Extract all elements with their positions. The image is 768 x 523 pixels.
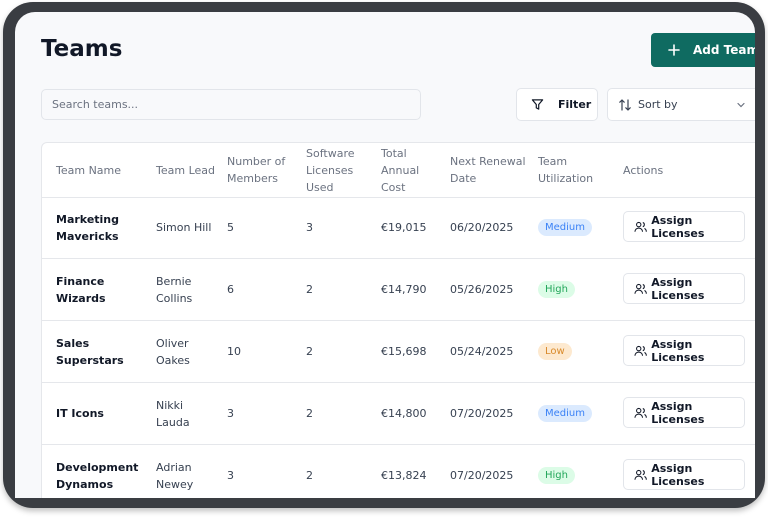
renewal-cell: 07/20/2025 [450,469,514,482]
team-lead-cell: Adrian Newey [156,460,194,491]
chevron-down-icon [737,102,745,108]
add-team-button[interactable]: Add Team [651,33,755,67]
team-name-cell: Development Dynamos [56,460,139,491]
table-row: Marketing Mavericks Simon Hill 5 3 €19,0… [42,197,755,259]
team-lead-cell: Nikki Lauda [156,398,190,429]
table-row: Finance Wizards Bernie Collins 6 2 €14,7… [42,259,755,321]
members-cell: 3 [227,469,234,482]
renewal-cell: 07/20/2025 [450,407,514,420]
cost-cell: €15,698 [381,345,427,358]
assign-licenses-button[interactable]: Assign Licenses [623,397,745,428]
renewal-cell: 06/20/2025 [450,221,514,234]
search-teams-input[interactable] [41,89,421,120]
renewal-cell: 05/24/2025 [450,345,514,358]
sort-by-label: Sort by [638,98,678,111]
users-icon [634,469,647,480]
team-lead-cell: Bernie Collins [156,274,193,305]
assign-licenses-label: Assign Licenses [651,399,705,426]
sort-arrows-icon [619,98,631,111]
teams-table: Team Name Team Lead Number of Members So… [41,142,755,498]
team-name-cell: Finance Wizards [56,274,106,305]
licenses-cell: 2 [306,345,313,358]
utilization-cell: High [538,259,618,320]
column-header-team-lead[interactable]: Team Lead [156,163,215,177]
licenses-cell: 2 [306,283,313,296]
members-cell: 5 [227,221,234,234]
users-icon [634,407,647,418]
licenses-cell: 3 [306,221,313,234]
table-row: IT Icons Nikki Lauda 3 2 €14,800 07/20/2… [42,383,755,445]
members-cell: 10 [227,345,241,358]
assign-licenses-button[interactable]: Assign Licenses [623,273,745,304]
utilization-badge: Low [538,343,572,360]
assign-licenses-label: Assign Licenses [651,461,705,488]
utilization-badge: Medium [538,405,592,422]
team-lead-cell: Oliver Oakes [156,336,190,367]
users-icon [634,345,647,356]
column-header-actions: Actions [623,163,664,177]
utilization-badge: High [538,281,575,298]
utilization-cell: Low [538,321,618,382]
licenses-cell: 2 [306,407,313,420]
utilization-cell: Medium [538,383,618,444]
utilization-badge: Medium [538,219,592,236]
team-lead-cell: Simon Hill [156,221,212,234]
page-title: Teams [41,36,123,62]
utilization-cell: Medium [538,197,618,258]
filter-button[interactable]: Filter [516,88,598,121]
cost-cell: €14,790 [381,283,427,296]
cost-cell: €13,824 [381,469,427,482]
table-row: Development Dynamos Adrian Newey 3 2 €13… [42,445,755,498]
tablet-frame: Teams Add Team Filter Sort by [3,2,765,508]
column-header-utilization[interactable]: Team Utilization [538,155,594,185]
assign-licenses-button[interactable]: Assign Licenses [623,335,745,366]
table-row: Sales Superstars Oliver Oakes 10 2 €15,6… [42,321,755,383]
members-cell: 6 [227,283,234,296]
assign-licenses-label: Assign Licenses [651,213,705,240]
plus-icon [668,44,680,56]
cost-cell: €14,800 [381,407,427,420]
column-header-members[interactable]: Number of Members [227,155,286,185]
column-header-renewal[interactable]: Next Renewal Date [450,155,526,185]
team-name-cell: IT Icons [56,407,104,420]
utilization-badge: High [538,467,575,484]
renewal-cell: 05/26/2025 [450,283,514,296]
users-icon [634,221,647,232]
add-team-label: Add Team [693,43,755,57]
assign-licenses-label: Assign Licenses [651,337,705,364]
filter-icon [531,99,544,110]
cost-cell: €19,015 [381,221,427,234]
table-header-row: Team Name Team Lead Number of Members So… [42,143,755,198]
filter-label: Filter [558,98,592,111]
app-screen: Teams Add Team Filter Sort by [15,12,755,498]
utilization-cell: High [538,445,618,498]
assign-licenses-label: Assign Licenses [651,275,705,302]
users-icon [634,283,647,294]
members-cell: 3 [227,407,234,420]
licenses-cell: 2 [306,469,313,482]
assign-licenses-button[interactable]: Assign Licenses [623,211,745,242]
team-name-cell: Sales Superstars [56,336,124,367]
sort-by-select[interactable]: Sort by [607,88,755,121]
column-header-cost[interactable]: Total Annual Cost [381,146,420,194]
assign-licenses-button[interactable]: Assign Licenses [623,459,745,490]
column-header-team-name[interactable]: Team Name [56,163,122,177]
column-header-licenses[interactable]: Software Licenses Used [306,146,355,194]
team-name-cell: Marketing Mavericks [56,212,120,243]
